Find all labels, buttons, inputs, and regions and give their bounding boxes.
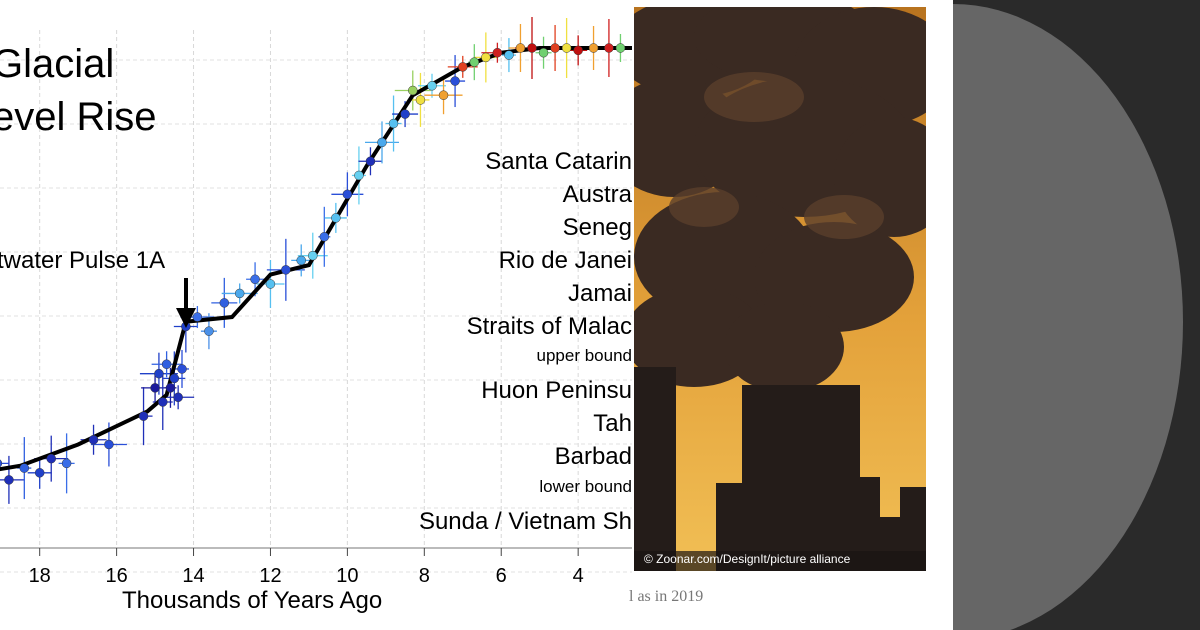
legend-item: Huon Peninsu — [481, 377, 632, 404]
chart-title-line-1: Glacial — [0, 42, 115, 86]
data-point — [388, 118, 399, 129]
legend-item: Sunda / Vietnam Sh — [418, 508, 632, 535]
data-point — [154, 368, 164, 379]
data-point — [169, 373, 180, 384]
data-point — [415, 95, 426, 105]
legend-item: Rio de Janei — [498, 247, 632, 274]
side-circle — [953, 4, 1183, 630]
data-point — [234, 288, 245, 299]
x-tick-label: 18 — [29, 565, 51, 587]
data-point — [192, 312, 203, 322]
data-point — [204, 326, 214, 336]
data-point — [308, 250, 318, 261]
data-point — [331, 213, 341, 223]
data-point — [150, 383, 160, 393]
side-circle-graphic — [953, 0, 1200, 630]
x-tick-label: 10 — [336, 565, 358, 587]
sea-level-chart: 18 16 14 12 10 8 6 4 Glacial evel Rise twater P… — [0, 0, 632, 630]
annotation-arrow-head — [176, 308, 196, 328]
data-point — [19, 463, 30, 473]
legend-item: Straits of Malac — [466, 313, 632, 340]
data-point — [354, 170, 364, 181]
data-point — [515, 43, 526, 53]
data-point — [250, 274, 260, 285]
data-point — [0, 459, 3, 468]
data-point — [604, 43, 614, 53]
data-point — [158, 397, 168, 407]
chart-plot: 18 16 14 12 10 8 6 4 — [0, 0, 632, 630]
data-point — [88, 435, 99, 445]
data-point — [573, 45, 583, 56]
data-point — [469, 57, 480, 67]
data-point — [296, 255, 306, 266]
legend-item-note: lower bound — [539, 477, 632, 496]
chart-title-line-2: evel Rise — [0, 95, 157, 139]
data-point — [342, 189, 353, 200]
data-point — [34, 468, 45, 478]
data-point — [104, 439, 114, 450]
data-point — [450, 76, 460, 86]
data-point — [492, 47, 503, 58]
side-decoration — [953, 0, 1200, 630]
credit-strip — [634, 551, 926, 571]
data-point — [377, 137, 387, 148]
data-point — [138, 411, 149, 421]
photo-caption: l as in 2019 — [629, 588, 704, 605]
data-point — [538, 47, 549, 58]
data-point — [4, 475, 14, 485]
x-axis-label: Thousands of Years Ago — [122, 587, 383, 614]
x-tick-label: 8 — [419, 565, 430, 587]
plot-background — [0, 0, 632, 630]
legend-item: Santa Catarin — [485, 148, 632, 175]
legend-item: Tah — [593, 410, 632, 437]
data-point — [527, 43, 537, 53]
data-point — [400, 109, 410, 119]
data-point — [615, 43, 626, 53]
data-point — [61, 458, 72, 469]
data-point — [408, 85, 418, 96]
legend-item: Austra — [562, 181, 632, 208]
data-point — [427, 81, 437, 91]
data-point — [550, 43, 560, 53]
data-point — [481, 52, 491, 63]
data-point — [281, 265, 291, 275]
legend-item: Barbad — [554, 443, 632, 470]
data-point — [504, 50, 514, 60]
x-tick-label: 6 — [496, 565, 507, 587]
power-plant-silhouette — [634, 367, 926, 571]
data-point — [365, 156, 376, 167]
x-tick-label: 14 — [182, 565, 204, 587]
data-point — [173, 392, 183, 403]
data-point — [319, 232, 330, 242]
photo-credit: © Zoonar.com/DesignIt/picture alliance — [644, 552, 851, 566]
data-point — [561, 43, 572, 53]
x-tick-label: 4 — [573, 565, 584, 587]
meltwater-annotation: twater Pulse 1A — [0, 247, 166, 274]
data-point — [265, 279, 276, 289]
x-tick-label: 12 — [259, 565, 281, 587]
data-point — [165, 383, 176, 393]
data-point — [458, 62, 468, 72]
data-point — [177, 364, 187, 374]
data-point — [219, 298, 230, 308]
photo-illustration — [634, 7, 926, 571]
data-point — [588, 43, 599, 53]
data-point — [161, 359, 172, 369]
smoke-highlights — [669, 72, 884, 239]
data-point — [438, 90, 449, 100]
legend-item-note: upper bound — [536, 346, 632, 365]
x-tick-label: 16 — [105, 565, 127, 587]
data-point — [46, 453, 56, 464]
power-plant-photo: © Zoonar.com/DesignIt/picture alliance — [634, 7, 926, 571]
legend-item: Seneg — [562, 214, 632, 241]
legend-item: Jamai — [567, 280, 632, 307]
